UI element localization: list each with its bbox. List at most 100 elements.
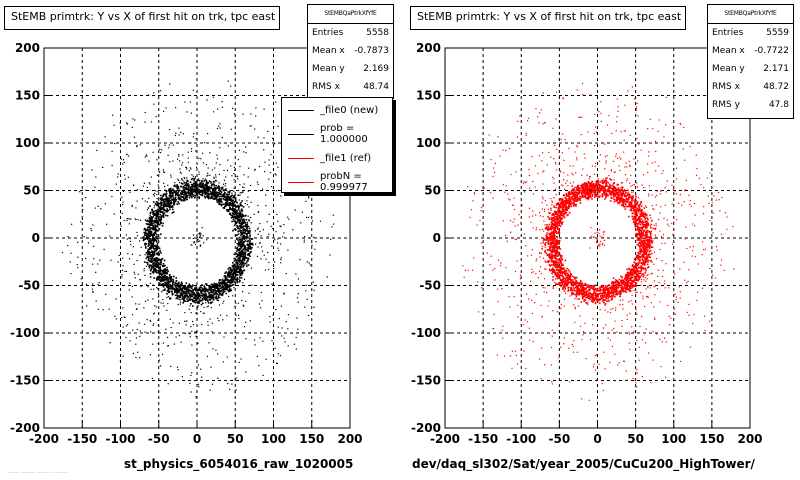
data-point bbox=[190, 312, 192, 314]
data-point bbox=[157, 265, 159, 268]
data-point bbox=[551, 225, 554, 228]
data-point bbox=[617, 202, 619, 204]
data-point bbox=[143, 307, 145, 309]
data-point bbox=[113, 213, 115, 215]
data-point bbox=[634, 266, 637, 268]
data-point bbox=[254, 344, 256, 346]
data-point bbox=[562, 194, 565, 197]
data-point bbox=[241, 218, 243, 221]
data-point bbox=[166, 286, 169, 289]
data-point bbox=[181, 162, 184, 164]
data-point bbox=[159, 279, 161, 282]
data-point bbox=[155, 262, 158, 265]
data-point bbox=[220, 290, 223, 293]
data-point bbox=[189, 188, 192, 190]
data-point bbox=[208, 186, 210, 188]
data-point bbox=[247, 253, 250, 255]
data-point bbox=[183, 296, 185, 299]
data-point bbox=[229, 196, 232, 198]
data-point bbox=[247, 254, 249, 257]
data-point bbox=[246, 236, 249, 238]
data-point bbox=[237, 204, 239, 207]
data-point bbox=[170, 285, 172, 287]
data-point bbox=[645, 258, 647, 261]
data-point bbox=[190, 189, 193, 192]
data-point bbox=[158, 216, 161, 218]
data-point bbox=[235, 217, 238, 220]
data-point bbox=[167, 336, 169, 339]
data-point bbox=[154, 263, 157, 265]
data-point bbox=[117, 176, 119, 178]
data-point bbox=[158, 270, 160, 273]
data-point bbox=[210, 187, 212, 189]
data-point bbox=[546, 227, 549, 229]
data-point bbox=[202, 299, 204, 301]
data-point bbox=[232, 262, 234, 264]
data-point bbox=[563, 267, 565, 269]
data-point bbox=[234, 201, 236, 203]
data-point bbox=[186, 300, 188, 302]
data-point bbox=[148, 231, 150, 234]
data-point bbox=[219, 279, 222, 281]
data-point bbox=[204, 290, 207, 293]
data-point bbox=[618, 191, 620, 193]
data-point bbox=[245, 218, 248, 221]
data-point bbox=[277, 247, 279, 249]
data-point bbox=[211, 331, 213, 333]
data-point bbox=[239, 256, 241, 259]
data-point bbox=[160, 259, 163, 262]
data-point bbox=[247, 257, 249, 259]
data-point bbox=[215, 197, 218, 200]
y-tick-label: -150 bbox=[411, 374, 441, 388]
data-point bbox=[199, 299, 201, 301]
data-point bbox=[200, 291, 203, 294]
data-point bbox=[236, 224, 238, 227]
data-point bbox=[174, 285, 177, 287]
data-point bbox=[557, 259, 560, 261]
data-point bbox=[217, 290, 220, 292]
data-point bbox=[307, 216, 310, 219]
data-point bbox=[239, 165, 241, 168]
data-point bbox=[633, 285, 635, 288]
data-point bbox=[156, 245, 158, 248]
data-point bbox=[204, 190, 207, 193]
data-point bbox=[247, 244, 249, 246]
data-point bbox=[228, 284, 230, 287]
data-point bbox=[245, 257, 248, 259]
data-point bbox=[640, 229, 643, 232]
data-point bbox=[124, 270, 126, 272]
data-point bbox=[623, 193, 626, 196]
data-point bbox=[159, 272, 161, 274]
data-point bbox=[215, 292, 217, 294]
data-point bbox=[150, 216, 153, 218]
data-point bbox=[129, 218, 131, 220]
data-point bbox=[144, 243, 146, 245]
data-point bbox=[168, 276, 171, 279]
data-point bbox=[237, 205, 239, 208]
data-point bbox=[186, 294, 188, 297]
data-point bbox=[171, 195, 173, 198]
data-point bbox=[254, 169, 256, 171]
data-point bbox=[617, 282, 619, 285]
data-point bbox=[229, 202, 231, 204]
data-point bbox=[239, 212, 241, 215]
data-point bbox=[624, 278, 626, 281]
data-point bbox=[156, 244, 159, 247]
data-point bbox=[558, 231, 560, 233]
data-point bbox=[591, 285, 593, 287]
data-point bbox=[250, 184, 252, 187]
data-point bbox=[307, 314, 310, 317]
data-point bbox=[70, 273, 72, 275]
data-point bbox=[156, 201, 159, 204]
data-point bbox=[239, 247, 241, 250]
data-point bbox=[207, 305, 209, 307]
x-tick-label: 0 bbox=[193, 432, 201, 446]
data-point bbox=[218, 202, 220, 205]
data-point bbox=[237, 245, 240, 247]
data-point bbox=[180, 294, 182, 296]
data-point bbox=[190, 391, 192, 393]
data-point bbox=[239, 281, 241, 283]
data-point bbox=[171, 212, 174, 214]
data-point bbox=[239, 203, 241, 205]
data-point bbox=[148, 217, 151, 219]
